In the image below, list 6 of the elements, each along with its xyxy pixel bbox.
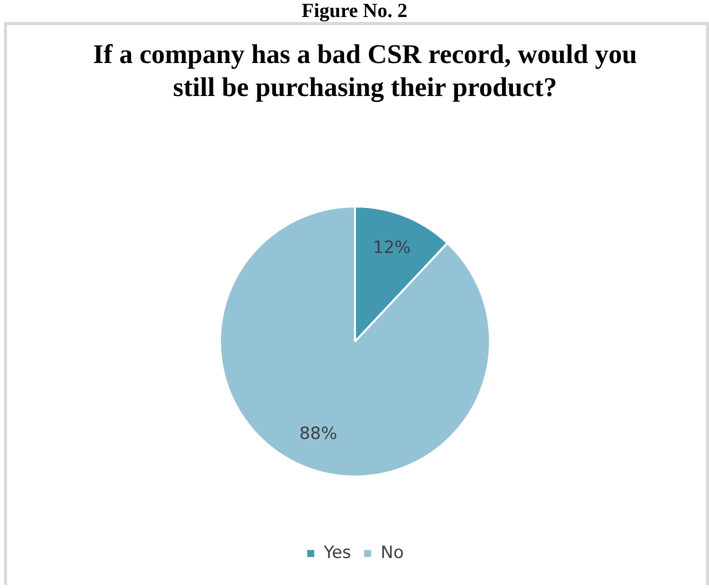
legend-label: Yes [322,542,352,563]
chart-title: If a company has a bad CSR record, would you still be purchasing their product? [92,38,638,104]
legend-label: No [380,542,404,563]
data-label: 88% [299,424,338,444]
text: Figure No. 2 [300,0,408,22]
data-label: 12% [372,238,411,258]
